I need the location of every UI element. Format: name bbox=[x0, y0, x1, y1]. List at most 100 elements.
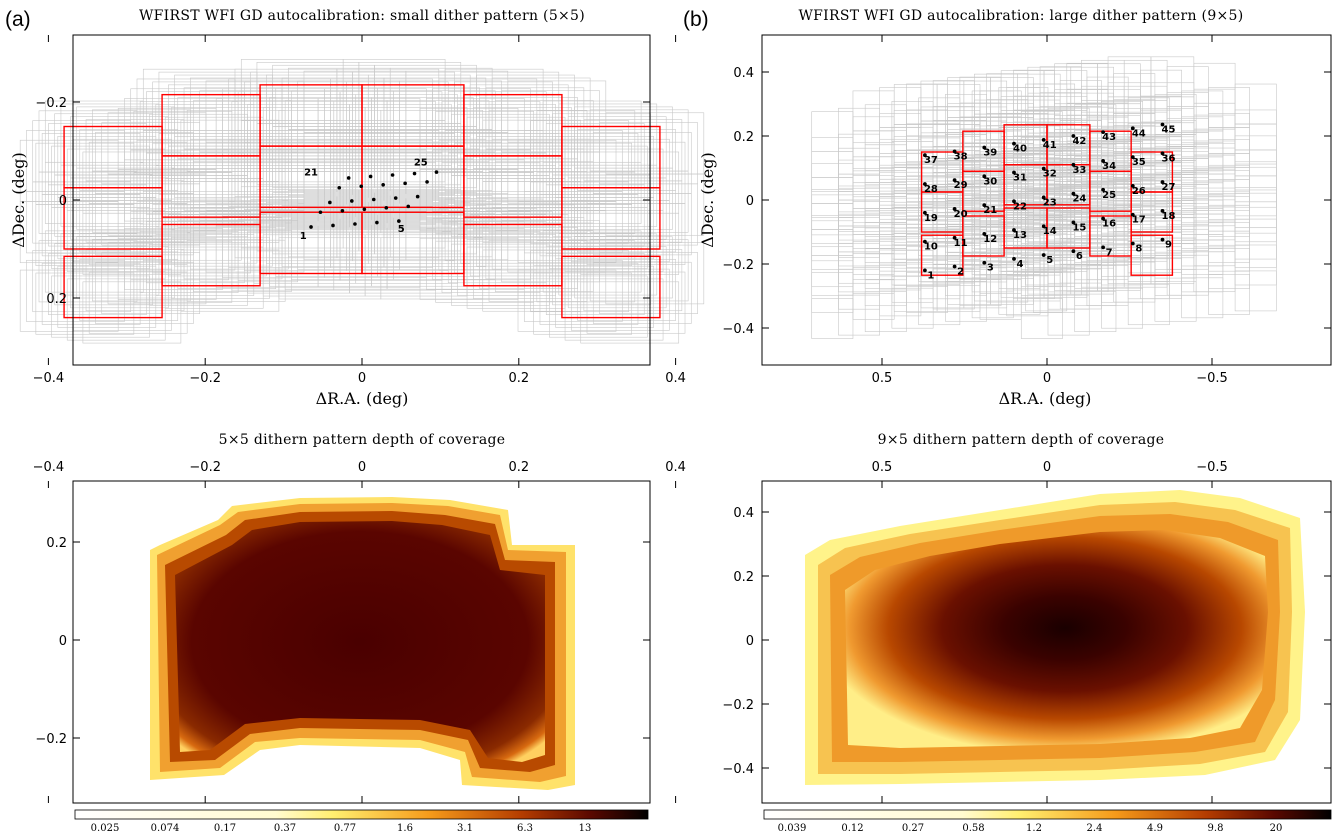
dither-point bbox=[1012, 256, 1016, 261]
dither-point bbox=[384, 206, 389, 210]
colorbar-tick-label: 0.12 bbox=[841, 823, 863, 834]
point-label: 26 bbox=[1132, 186, 1146, 197]
dither-footprint bbox=[906, 175, 948, 217]
x-tick-label: 0.4 bbox=[665, 371, 686, 386]
dither-footprint bbox=[234, 68, 338, 131]
dither-footprint bbox=[466, 116, 566, 179]
dither-point bbox=[1012, 199, 1016, 204]
coverage-heatmap-b bbox=[805, 490, 1305, 785]
dither-footprint bbox=[1166, 203, 1209, 244]
dither-footprint bbox=[852, 201, 895, 242]
detector-chip bbox=[561, 125, 661, 189]
point-label: 40 bbox=[1013, 144, 1027, 155]
dither-footprint bbox=[247, 231, 350, 294]
dither-footprint bbox=[564, 209, 664, 272]
point-label: 38 bbox=[954, 151, 968, 162]
dither-footprint bbox=[101, 252, 201, 314]
dither-footprint bbox=[811, 246, 854, 288]
dither-footprint bbox=[1086, 265, 1129, 306]
dither-footprint bbox=[811, 215, 854, 256]
dither-footprint bbox=[432, 88, 531, 151]
dither-point bbox=[982, 232, 987, 236]
point-label: 15 bbox=[1072, 222, 1086, 233]
dither-footprint bbox=[574, 167, 673, 230]
dither-footprint bbox=[1234, 244, 1277, 286]
dither-footprint bbox=[1166, 254, 1209, 296]
dither-footprint bbox=[586, 203, 686, 265]
dither-footprint bbox=[605, 173, 705, 236]
y-tick-label: −0.4 bbox=[722, 322, 754, 337]
dither-footprint bbox=[281, 77, 385, 140]
panel-label-a: (a) bbox=[5, 8, 31, 31]
dither-footprint bbox=[454, 142, 553, 205]
colorbar-tick-label: 0.37 bbox=[274, 823, 296, 834]
dither-footprint bbox=[567, 177, 667, 240]
axis-ticks: 0.5 0 −0.5 0.4 0.2 0 −0.2 −0.4 bbox=[722, 460, 1331, 803]
dither-footprint bbox=[1101, 287, 1143, 329]
panel-label-b: (b) bbox=[683, 8, 709, 31]
dither-overlay-footprints bbox=[811, 56, 1277, 339]
point-label: 25 bbox=[414, 158, 428, 169]
dither-footprint bbox=[879, 153, 922, 194]
dither-footprint bbox=[552, 113, 651, 176]
point-label: 21 bbox=[304, 168, 318, 179]
dither-footprint bbox=[1193, 199, 1236, 241]
dither-footprint bbox=[1181, 199, 1224, 241]
dither-footprint bbox=[339, 91, 443, 154]
point-label: 27 bbox=[1162, 182, 1176, 193]
dither-point bbox=[340, 208, 345, 213]
dither-point bbox=[397, 219, 401, 223]
dither-footprint bbox=[48, 123, 147, 186]
dither-footprint bbox=[586, 141, 686, 204]
dither-footprint bbox=[1101, 184, 1143, 225]
dither-footprint bbox=[879, 275, 922, 317]
dither-footprint bbox=[1208, 190, 1250, 232]
dither-footprint bbox=[1193, 225, 1236, 267]
dither-footprint bbox=[530, 181, 629, 244]
dither-footprint bbox=[811, 203, 854, 244]
title-b-bottom: 9×5 dithern pattern depth of coverage bbox=[878, 432, 1165, 448]
title-a-top: WFIRST WFI GD autocalibration: small dit… bbox=[139, 8, 585, 24]
dither-footprint bbox=[852, 279, 895, 320]
dither-footprint bbox=[51, 275, 150, 338]
dither-footprint bbox=[1154, 177, 1197, 218]
dither-footprint bbox=[180, 119, 280, 182]
y-tick-label: −0.2 bbox=[35, 732, 67, 747]
dither-footprint bbox=[1234, 135, 1277, 177]
dither-footprint bbox=[571, 138, 670, 201]
dither-footprint bbox=[26, 130, 125, 192]
dither-footprint bbox=[494, 230, 594, 292]
dither-point bbox=[425, 180, 429, 184]
dither-footprint bbox=[463, 94, 563, 157]
dither-footprint bbox=[592, 132, 692, 194]
dither-footprint bbox=[41, 133, 141, 195]
dither-footprint bbox=[811, 111, 854, 152]
dither-footprint bbox=[1086, 239, 1129, 280]
dither-footprint bbox=[1234, 83, 1277, 125]
dither-footprint bbox=[545, 123, 645, 186]
dither-footprint bbox=[183, 148, 283, 211]
point-label: 8 bbox=[1135, 244, 1142, 255]
dither-footprint bbox=[57, 197, 157, 260]
dither-footprint bbox=[501, 220, 600, 283]
dither-footprint bbox=[879, 171, 922, 213]
dither-footprint bbox=[32, 120, 132, 183]
dither-footprint bbox=[54, 174, 153, 237]
dither-footprint bbox=[26, 259, 125, 322]
y-tick-label: 0 bbox=[59, 194, 67, 209]
dither-footprint bbox=[811, 137, 854, 178]
x-tick-label: 0.2 bbox=[508, 460, 529, 475]
xlabel-a-top: ΔR.A. (deg) bbox=[316, 389, 409, 408]
dither-point bbox=[406, 204, 411, 209]
dither-point bbox=[331, 223, 335, 228]
dither-point bbox=[1071, 220, 1076, 225]
dither-footprint bbox=[1208, 164, 1250, 206]
dither-point bbox=[390, 173, 395, 177]
dither-footprint bbox=[262, 107, 366, 169]
dither-footprint bbox=[558, 103, 658, 166]
dither-footprint bbox=[272, 126, 375, 189]
dither-footprint bbox=[269, 224, 372, 287]
dither-point bbox=[362, 207, 367, 212]
dither-footprint bbox=[1193, 88, 1236, 130]
